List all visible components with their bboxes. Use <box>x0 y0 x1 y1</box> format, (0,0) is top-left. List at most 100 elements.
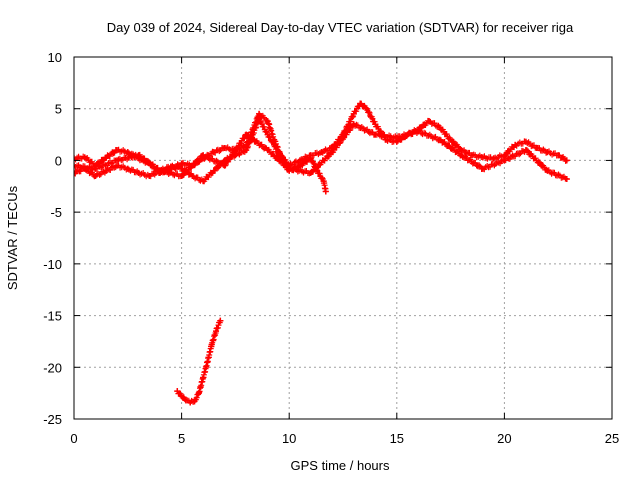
data-point <box>522 138 529 145</box>
axis-ticks: 0 5 10 15 20 25 -25 -20 -15 -10 -5 0 5 10 <box>43 50 619 446</box>
data-point <box>393 134 400 141</box>
data-point <box>296 157 303 164</box>
data-point <box>426 118 433 125</box>
data-points <box>74 100 570 406</box>
data-point <box>195 390 202 397</box>
data-point <box>563 176 570 183</box>
x-tick-label: 25 <box>605 431 619 446</box>
data-point <box>436 136 443 143</box>
data-point <box>501 157 508 164</box>
data-point <box>210 149 217 156</box>
data-point <box>372 121 379 128</box>
data-point <box>191 398 198 405</box>
data-point <box>563 157 570 164</box>
y-tick-label: -20 <box>43 360 62 375</box>
data-point <box>318 149 325 156</box>
y-tick-label: 5 <box>55 102 62 117</box>
data-point <box>135 169 142 176</box>
data-point <box>350 110 357 117</box>
data-point <box>544 149 551 156</box>
data-point <box>243 147 250 154</box>
data-point <box>490 155 497 162</box>
data-point <box>178 160 185 167</box>
data-point <box>320 178 327 185</box>
y-tick-label: -15 <box>43 309 62 324</box>
data-point <box>221 162 228 169</box>
data-point <box>363 105 370 112</box>
data-point <box>469 152 476 159</box>
data-point <box>92 165 99 172</box>
data-point <box>307 169 314 176</box>
data-point <box>322 188 329 195</box>
data-point <box>204 359 211 366</box>
x-tick-label: 0 <box>70 431 77 446</box>
data-point <box>200 374 207 381</box>
x-axis-label: GPS time / hours <box>291 458 390 473</box>
x-tick-label: 15 <box>390 431 404 446</box>
data-point <box>458 147 465 154</box>
data-point <box>479 154 486 161</box>
data-point <box>264 131 271 138</box>
data-point <box>200 152 207 159</box>
data-point <box>103 167 110 174</box>
data-point <box>447 136 454 143</box>
data-point <box>114 147 121 154</box>
series-track-c <box>74 121 570 183</box>
y-tick-label: -10 <box>43 257 62 272</box>
x-tick-label: 20 <box>497 431 511 446</box>
data-point <box>213 328 220 335</box>
data-point <box>533 145 540 152</box>
data-point <box>182 397 189 404</box>
data-point <box>74 169 77 176</box>
data-point <box>178 165 185 172</box>
data-point <box>114 162 121 169</box>
data-point <box>178 393 185 400</box>
data-point <box>436 124 443 131</box>
data-point <box>167 163 174 170</box>
data-point <box>307 155 314 162</box>
data-point <box>217 317 224 324</box>
data-point <box>103 154 110 161</box>
series-track-d <box>174 317 224 406</box>
data-point <box>286 165 293 172</box>
data-point <box>544 167 551 174</box>
y-axis-label: SDTVAR / TECUs <box>5 185 20 290</box>
chart-title: Day 039 of 2024, Sidereal Day-to-day VTE… <box>107 20 574 35</box>
data-point <box>174 388 181 395</box>
data-point <box>74 155 77 162</box>
x-tick-label: 10 <box>282 431 296 446</box>
data-point <box>146 172 153 179</box>
data-point <box>350 121 357 128</box>
data-point <box>256 116 263 123</box>
data-point <box>329 149 336 156</box>
data-point <box>210 167 217 174</box>
data-point <box>114 157 121 164</box>
y-tick-label: -5 <box>50 205 62 220</box>
data-point <box>555 152 562 159</box>
data-point <box>458 152 465 159</box>
data-point <box>271 141 278 148</box>
data-point <box>221 145 228 152</box>
x-tick-label: 5 <box>178 431 185 446</box>
data-point <box>243 131 250 138</box>
grid-lines <box>74 57 612 419</box>
data-point <box>208 341 215 348</box>
data-point <box>178 172 185 179</box>
data-point <box>415 128 422 135</box>
data-point <box>501 152 508 159</box>
data-point <box>479 165 486 172</box>
data-point <box>135 152 142 159</box>
data-point <box>522 147 529 154</box>
data-point <box>92 172 99 179</box>
y-tick-label: -25 <box>43 412 62 427</box>
data-point <box>187 399 194 406</box>
data-point <box>512 141 519 148</box>
data-point <box>264 147 271 154</box>
data-point <box>256 110 263 117</box>
data-point <box>372 131 379 138</box>
data-point <box>357 100 364 107</box>
data-point <box>296 162 303 169</box>
data-point <box>157 167 164 174</box>
